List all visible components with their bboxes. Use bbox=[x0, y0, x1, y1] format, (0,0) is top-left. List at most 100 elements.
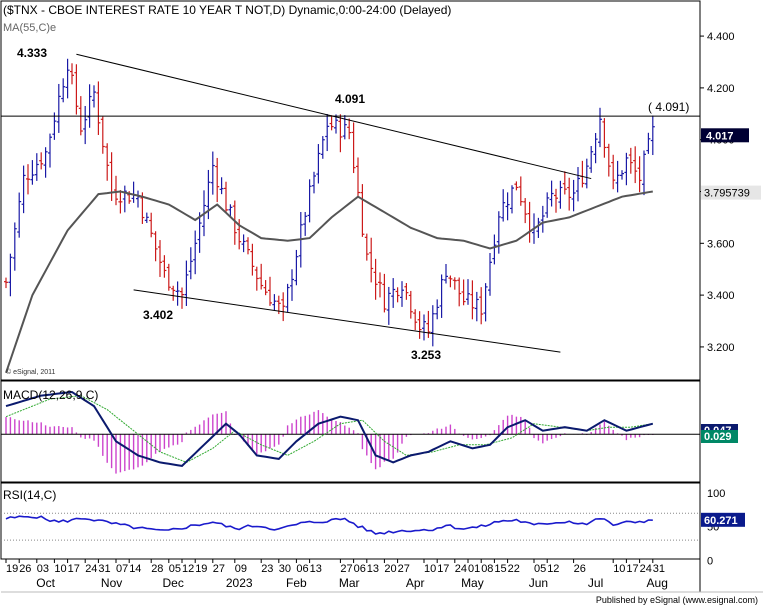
price-bar[interactable] bbox=[444, 264, 448, 284]
price-bar[interactable] bbox=[615, 160, 620, 193]
price-bar[interactable] bbox=[584, 158, 589, 189]
price-bar[interactable] bbox=[158, 240, 162, 277]
price-bar[interactable] bbox=[422, 314, 426, 341]
price-bar[interactable] bbox=[338, 114, 343, 153]
price-bar[interactable] bbox=[241, 234, 246, 253]
price-bar[interactable] bbox=[303, 211, 308, 236]
price-bar[interactable] bbox=[259, 263, 264, 290]
price-bar[interactable] bbox=[611, 154, 616, 190]
price-bar[interactable] bbox=[426, 310, 431, 338]
price-bar[interactable] bbox=[505, 192, 510, 221]
price-bar[interactable] bbox=[430, 305, 435, 347]
price-bar[interactable] bbox=[193, 230, 198, 275]
price-bar[interactable] bbox=[250, 243, 255, 276]
price-bar[interactable] bbox=[70, 63, 74, 85]
price-bar[interactable] bbox=[514, 181, 519, 191]
price-bar[interactable] bbox=[12, 222, 17, 271]
price-bar[interactable] bbox=[26, 164, 30, 195]
price-bar[interactable] bbox=[606, 143, 611, 177]
price-bar[interactable] bbox=[74, 64, 79, 115]
price-bar[interactable] bbox=[408, 290, 413, 319]
price-bar[interactable] bbox=[294, 249, 299, 286]
price-bar[interactable] bbox=[391, 278, 396, 308]
price-bar[interactable] bbox=[180, 287, 184, 309]
price-bar[interactable] bbox=[369, 237, 374, 283]
price-bar[interactable] bbox=[435, 299, 440, 320]
price-bar[interactable] bbox=[118, 190, 123, 214]
price-bar[interactable] bbox=[175, 281, 180, 306]
price-bar[interactable] bbox=[620, 170, 624, 180]
rsi-line[interactable] bbox=[5, 515, 653, 535]
price-bar[interactable] bbox=[329, 115, 334, 131]
price-bar[interactable] bbox=[43, 147, 48, 178]
price-bar[interactable] bbox=[598, 107, 602, 148]
price-bar[interactable] bbox=[171, 285, 176, 301]
price-bar[interactable] bbox=[562, 171, 567, 195]
lower-trendline[interactable] bbox=[133, 289, 561, 353]
price-bar[interactable] bbox=[232, 200, 237, 245]
price-bar[interactable] bbox=[518, 176, 523, 206]
price-bar[interactable] bbox=[144, 212, 149, 223]
price-bar[interactable] bbox=[307, 179, 312, 223]
price-bar[interactable] bbox=[646, 132, 651, 154]
macd-line[interactable] bbox=[5, 390, 654, 467]
price-bar[interactable] bbox=[219, 177, 224, 195]
price-bar[interactable] bbox=[633, 146, 638, 184]
price-bar[interactable] bbox=[474, 291, 479, 322]
price-bar[interactable] bbox=[316, 144, 321, 184]
price-bar[interactable] bbox=[153, 231, 158, 262]
price-bar[interactable] bbox=[457, 277, 462, 307]
price-bar[interactable] bbox=[325, 114, 330, 152]
price-bar[interactable] bbox=[272, 294, 277, 311]
price-bar[interactable] bbox=[4, 277, 8, 289]
price-bar[interactable] bbox=[593, 133, 598, 164]
price-bar[interactable] bbox=[637, 156, 642, 193]
price-bar[interactable] bbox=[536, 217, 541, 238]
price-bar[interactable] bbox=[21, 165, 26, 214]
price-bar[interactable] bbox=[48, 133, 52, 168]
price-bar[interactable] bbox=[210, 151, 215, 195]
price-bar[interactable] bbox=[479, 287, 484, 325]
price-bar[interactable] bbox=[417, 311, 422, 339]
price-bar[interactable] bbox=[52, 112, 57, 140]
price-bar[interactable] bbox=[400, 281, 404, 307]
price-bar[interactable] bbox=[83, 105, 88, 145]
price-bar[interactable] bbox=[166, 263, 171, 291]
ma55-line[interactable] bbox=[5, 190, 653, 374]
price-bar[interactable] bbox=[8, 253, 13, 297]
price-bar[interactable] bbox=[466, 279, 470, 305]
price-bar[interactable] bbox=[439, 274, 444, 318]
price-bar[interactable] bbox=[488, 252, 492, 296]
price-bar[interactable] bbox=[540, 205, 545, 233]
price-bar[interactable] bbox=[39, 152, 44, 170]
price-bar[interactable] bbox=[105, 143, 110, 181]
price-bar[interactable] bbox=[382, 273, 387, 313]
price-bar[interactable] bbox=[558, 180, 563, 209]
price-bar[interactable] bbox=[510, 185, 514, 214]
price-bar[interactable] bbox=[395, 287, 400, 303]
price-bar[interactable] bbox=[334, 114, 338, 134]
price-bar[interactable] bbox=[215, 157, 220, 203]
price-bar[interactable] bbox=[461, 279, 466, 306]
price-bar[interactable] bbox=[188, 247, 193, 280]
price-bar[interactable] bbox=[320, 136, 325, 159]
price-bar[interactable] bbox=[448, 275, 453, 288]
price-bar[interactable] bbox=[96, 81, 101, 135]
price-bar[interactable] bbox=[246, 237, 250, 255]
price-bar[interactable] bbox=[114, 175, 118, 206]
price-bar[interactable] bbox=[571, 179, 576, 212]
price-bar[interactable] bbox=[149, 212, 154, 238]
price-bar[interactable] bbox=[545, 192, 550, 218]
price-bar[interactable] bbox=[17, 192, 22, 238]
macd-signal-line[interactable] bbox=[5, 395, 653, 463]
upper-trendline[interactable] bbox=[76, 53, 592, 180]
price-bar[interactable] bbox=[268, 276, 272, 306]
price-bar[interactable] bbox=[34, 153, 39, 181]
price-bar[interactable] bbox=[492, 234, 497, 265]
price-bar[interactable] bbox=[347, 118, 352, 140]
price-bar[interactable] bbox=[197, 212, 202, 253]
price-bar[interactable] bbox=[549, 180, 554, 207]
price-bar[interactable] bbox=[281, 292, 286, 322]
price-bar[interactable] bbox=[162, 255, 167, 278]
